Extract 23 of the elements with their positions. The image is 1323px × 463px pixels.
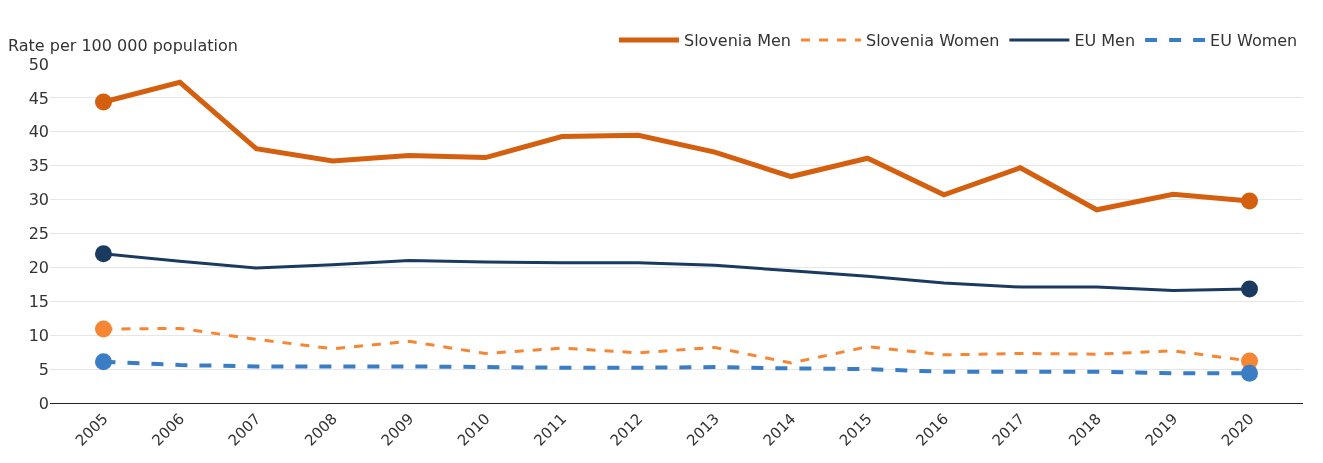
y-tick-label: 30 [28, 190, 49, 210]
y-tick-label: 25 [28, 224, 49, 244]
point [1241, 364, 1259, 382]
y-tick-label: 50 [28, 54, 49, 74]
y-axis-title: Rate per 100 000 population [8, 36, 238, 55]
y-tick-label: 45 [28, 88, 49, 108]
legend-label: EU Men [1074, 31, 1136, 51]
y-tick-label: 20 [28, 258, 49, 277]
y-tick-label: 35 [28, 156, 49, 176]
y-tick-label: 10 [28, 325, 49, 345]
point [94, 245, 112, 263]
legend-label: Slovenia Men [684, 31, 791, 51]
y-tick-label: 15 [28, 291, 49, 311]
y-tick-label: 5 [38, 359, 49, 379]
legend-label: EU Women [1210, 31, 1298, 51]
legend-label: Slovenia Women [865, 31, 1000, 51]
point [94, 353, 112, 371]
y-tick-label: 40 [28, 122, 49, 142]
point [94, 93, 112, 111]
y-tick-label: 0 [38, 393, 49, 413]
point [1241, 280, 1259, 298]
point [94, 320, 112, 338]
point [1241, 192, 1259, 210]
